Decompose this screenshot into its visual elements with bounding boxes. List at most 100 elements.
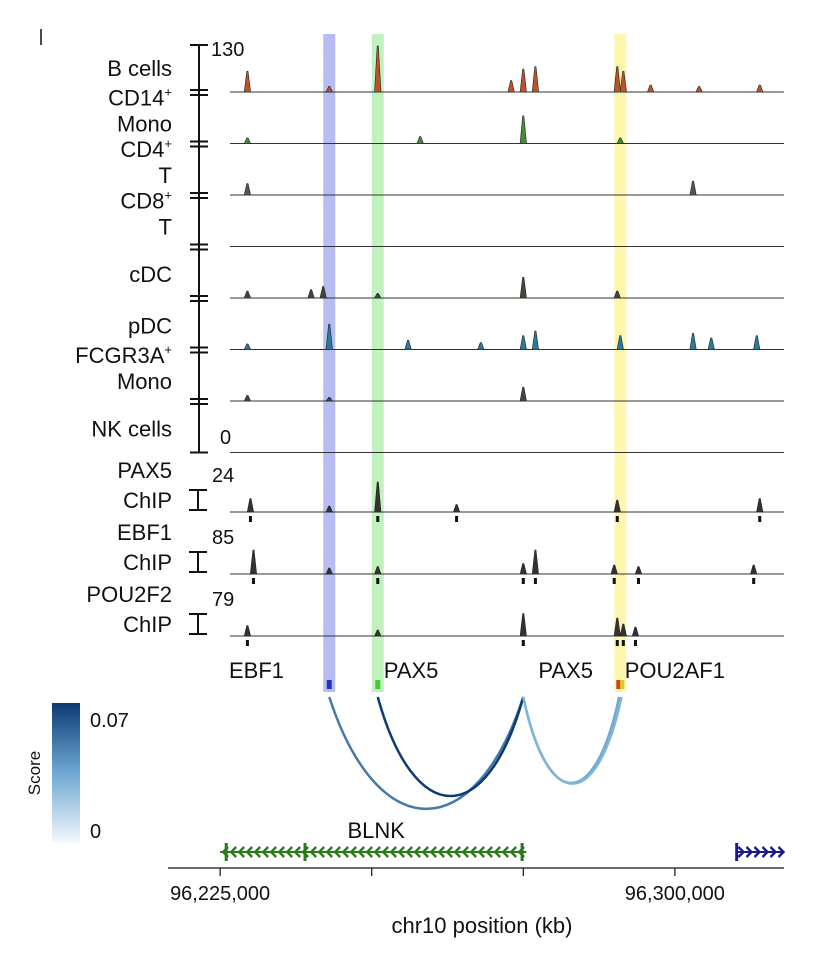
chip-track-1-peak: [519, 563, 527, 575]
chip-track-2-peak: [613, 617, 621, 637]
atac-track-5-peak: [404, 340, 412, 350]
atac-track-label: NK cells: [91, 417, 172, 442]
atac-track-label: CD8+: [120, 188, 172, 214]
atac-track-label-text: CD4: [120, 137, 164, 162]
chip-ymax-label: 24: [212, 465, 234, 487]
atac-track-label: CD14+: [108, 85, 172, 111]
chip-track-label: ChIP: [123, 488, 172, 513]
gene-strand-chevron: [509, 846, 517, 858]
link-arc: [522, 696, 621, 784]
chip-track-1-peak: [325, 567, 333, 575]
chip-track-1-binding-site: [521, 578, 525, 584]
peak-gene-links: [328, 696, 623, 810]
atac-track-label-text: FCGR3A: [75, 343, 165, 368]
atac-track-label-text: B cells: [107, 56, 172, 81]
atac-track-label-text: CD8: [120, 189, 164, 214]
x-axis-tick-label: 96,300,000: [625, 883, 725, 905]
atac-track-0-peak: [531, 66, 539, 93]
gene-strand-chevron: [229, 846, 237, 858]
atac-track-0-peak: [613, 66, 621, 93]
gene-strand-chevron: [277, 846, 285, 858]
gene-label: BLNK: [347, 818, 405, 843]
chip-track-1-binding-site: [251, 578, 255, 584]
gene-strand-chevron: [389, 846, 397, 858]
atac-track-1-peak: [243, 137, 252, 144]
chip-track-0-binding-site: [376, 516, 380, 522]
gene-strand-chevron: [501, 846, 509, 858]
atac-track-label: T: [159, 163, 172, 188]
atac-track-label-sup: +: [164, 342, 172, 357]
chip-track-2-binding-site: [621, 640, 625, 646]
chip-track-2-binding-site: [521, 640, 525, 646]
gene-strand-chevron: [309, 846, 317, 858]
gene-strand-chevron: [469, 846, 477, 858]
gene-strand-chevron: [285, 846, 293, 858]
highlight-bands: [323, 34, 627, 692]
chip-track-label: ChIP: [123, 550, 172, 575]
chip-track-0-peak: [246, 498, 255, 513]
link-arc: [376, 696, 525, 798]
gene-strand-chevron: [373, 846, 381, 858]
atac-track-0-peak: [325, 86, 333, 93]
chip-track-1-peak: [750, 564, 758, 575]
atac-track-5-peak: [519, 335, 527, 350]
atac-track-0-peak: [619, 71, 627, 93]
chip-track-2-peak: [374, 629, 382, 637]
gene-strand-chevron: [317, 846, 325, 858]
atac-track-5-peak: [753, 335, 761, 350]
atac-track-label: B cells: [107, 56, 172, 81]
chip-ymax-label: 85: [212, 527, 234, 549]
gene-strand-chevron: [477, 846, 485, 858]
atac-track-4-peak: [519, 277, 527, 299]
chip-track-1-binding-site: [636, 578, 640, 584]
link-arc: [522, 696, 623, 785]
gene-track: BLNK: [220, 818, 786, 861]
gene-strand-chevron: [381, 846, 389, 858]
atac-track-4-peak: [613, 290, 621, 299]
chip-track-label: EBF1: [117, 520, 172, 545]
chip-track-2-peak: [619, 623, 627, 637]
atac-track-1-peak: [416, 136, 424, 144]
atac-track-label-text: Mono: [117, 112, 172, 137]
highlight-band-2: [614, 34, 627, 692]
chip-track-2-peak: [631, 626, 640, 637]
atac-track-6-peak: [325, 397, 334, 402]
chip-ymax-label: 79: [212, 589, 234, 611]
chip-track-1-binding-site: [752, 578, 756, 584]
chip-track-1-binding-site: [533, 578, 537, 584]
gene-strand-chevron: [437, 846, 445, 858]
chip-track-0-peak: [374, 481, 382, 513]
gene-strand-chevron: [461, 846, 469, 858]
gene-strand-chevron: [357, 846, 365, 858]
atac-track-0-peak: [646, 84, 655, 93]
gene-strand-chevron: [429, 846, 437, 858]
atac-track-label-text: pDC: [128, 314, 172, 339]
link-arc: [328, 696, 525, 810]
atac-ymin-label: 0: [220, 427, 231, 449]
gene-strand-chevron: [745, 846, 754, 858]
gene-strand-chevron: [333, 846, 341, 858]
atac-track-6-peak: [519, 386, 527, 402]
motif-annotations: EBF1 PAX5 PAX5 POU2AF1: [229, 658, 725, 689]
atac-track-label-sup: +: [164, 188, 172, 203]
atac-track-5-peak: [689, 333, 697, 350]
atac-track-4-peak: [243, 290, 252, 299]
motif-marker: [326, 680, 332, 689]
gene-strand-chevron: [341, 846, 349, 858]
gene-strand-chevron: [769, 846, 778, 858]
chip-track-0-peak: [452, 504, 461, 513]
atac-ymax-label: 130: [211, 39, 244, 61]
highlight-band-0: [323, 34, 336, 692]
x-axis-title: chr10 position (kb): [392, 913, 573, 938]
chip-track-1-peak: [531, 549, 539, 575]
atac-track-label-sup: +: [164, 85, 172, 100]
chip-track-1-peak: [610, 564, 618, 575]
highlight-band-1: [371, 34, 384, 692]
chip-track-0-binding-site: [615, 516, 619, 522]
gene-strand-chevron: [349, 846, 357, 858]
atac-track-label-text: cDC: [129, 262, 172, 287]
gene-strand-chevron: [261, 846, 269, 858]
gene-strand-chevron: [761, 846, 770, 858]
chip-track-1-binding-site: [612, 578, 616, 584]
